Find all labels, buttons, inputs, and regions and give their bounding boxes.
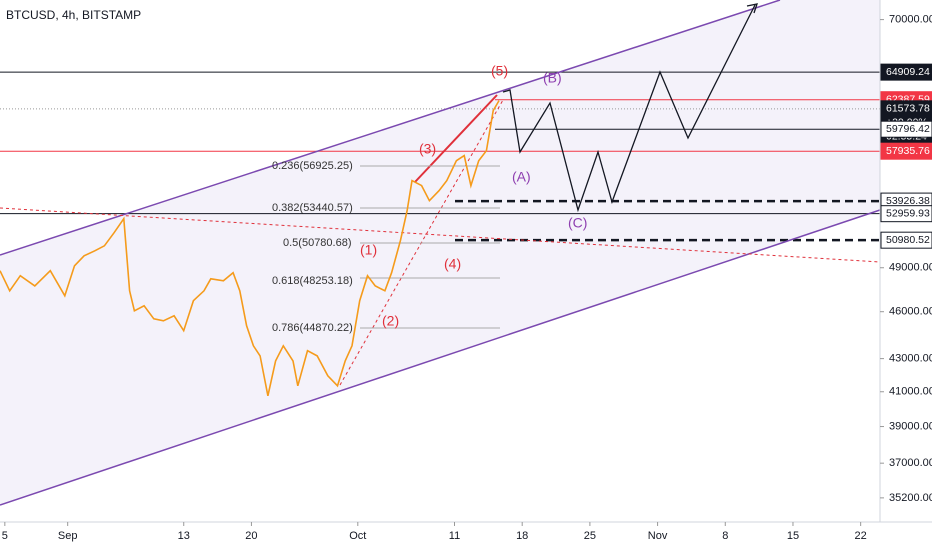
wave-3-line (414, 94, 498, 183)
fib-label: 0.786(44870.22) (272, 322, 353, 334)
x-tick-label: 18 (516, 530, 528, 542)
y-tick-label: 41000.00 (889, 386, 932, 398)
fib-label: 0.5(50780.68) (283, 237, 352, 249)
price-tag-label: 50980.52 (886, 234, 930, 246)
channel-upper (0, 0, 781, 256)
wave-label: (2) (382, 313, 399, 329)
wave-label: (5) (491, 63, 508, 79)
wave-label: (1) (360, 242, 377, 258)
x-tick-label: Oct (349, 530, 366, 542)
wave-label: (3) (419, 141, 436, 157)
price-tag-label: 64909.24 (886, 66, 930, 78)
price-tag-label: 53926.38 (886, 195, 930, 207)
x-tick-label: 22 (855, 530, 867, 542)
x-tick-label: 11 (449, 530, 460, 542)
y-tick-label: 39000.00 (889, 420, 932, 432)
x-tick-label: 5 (2, 530, 8, 542)
price-tag (880, 120, 932, 138)
projection-path (502, 4, 756, 213)
wave-label: (A) (512, 169, 531, 185)
time-axis (0, 522, 880, 550)
y-tick-label: 37000.00 (889, 457, 932, 469)
x-tick-label: 15 (787, 530, 799, 542)
fib-label: 0.618(48253.18) (272, 275, 353, 287)
price-tag (880, 205, 932, 223)
x-tick-label: Nov (648, 530, 668, 542)
price-line (0, 100, 500, 396)
price-tag (880, 231, 932, 249)
x-tick-label: Sep (58, 530, 78, 542)
fib-label: 0.236(56925.25) (272, 160, 353, 172)
fib-label: 0.382(53440.57) (272, 202, 353, 214)
trend-line (0, 207, 881, 263)
y-tick-label: 49000.00 (889, 262, 932, 274)
wave-label: (4) (444, 256, 461, 272)
projection-arrow (746, 3, 758, 14)
x-tick-label: 13 (178, 530, 190, 542)
x-tick-label: 20 (245, 530, 257, 542)
price-tag-label: 61573.78 (886, 103, 930, 115)
wave-label: (B) (543, 70, 562, 86)
channel-lower (0, 209, 881, 506)
chart-title: BTCUSD, 4h, BITSTAMP (6, 8, 141, 22)
price-tag-label: 59796.42 (886, 123, 930, 135)
price-tag-label: 52959.93 (886, 207, 930, 219)
wave-label: (C) (568, 215, 587, 231)
y-tick-label: 70000.00 (889, 14, 932, 26)
y-tick-label: 46000.00 (889, 306, 932, 318)
y-tick-label: 43000.00 (889, 353, 932, 365)
price-tag-label: 57935.76 (886, 145, 930, 157)
x-tick-label: 25 (584, 530, 596, 542)
x-tick-label: 8 (722, 530, 728, 542)
y-tick-label: 35200.00 (889, 492, 932, 504)
price-tag (880, 142, 932, 160)
channel-fill (0, 0, 880, 505)
price-tag (880, 63, 932, 81)
